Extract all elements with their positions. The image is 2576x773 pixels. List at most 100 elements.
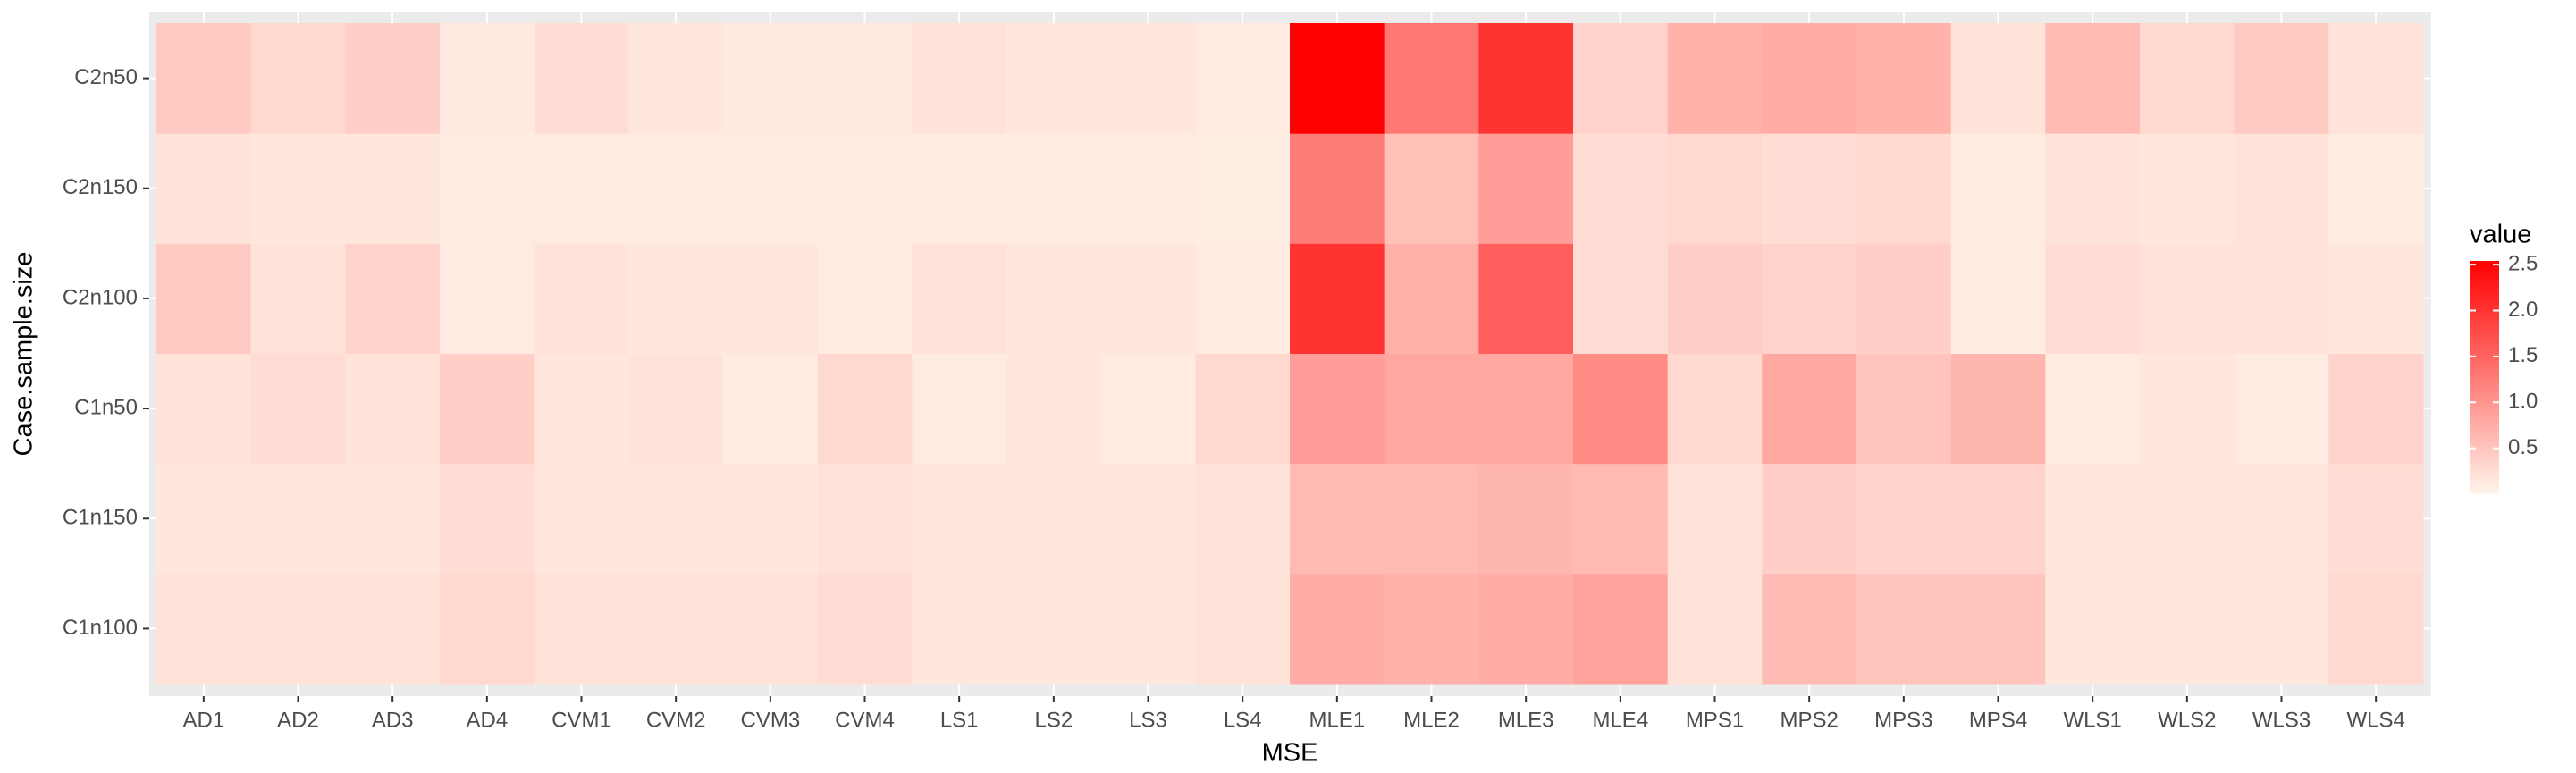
heat-cell [912, 353, 1007, 465]
heat-cell [1573, 463, 1669, 575]
heat-cell [1006, 23, 1102, 134]
heat-cell [2328, 243, 2424, 354]
heat-cell [1195, 573, 1291, 685]
heat-cell [440, 463, 535, 575]
heat-cell [1950, 573, 2046, 685]
y-tick-label: C1n50 [74, 395, 138, 419]
heat-cell [1290, 23, 1385, 134]
heat-cell [817, 573, 913, 685]
heat-cell [1667, 23, 1763, 134]
heat-cell [156, 23, 252, 134]
heat-cell [2140, 353, 2235, 465]
heat-cell [1950, 133, 2046, 244]
x-tick-label: CVM1 [551, 708, 611, 732]
legend-tick-label: 2.0 [2508, 298, 2538, 322]
heat-cell [1667, 353, 1763, 465]
heat-cell [534, 353, 629, 465]
y-tick-label: C1n100 [63, 616, 138, 640]
heat-cell [1100, 353, 1196, 465]
x-tick-label: WLS1 [2063, 708, 2121, 732]
heat-cell [1100, 23, 1196, 134]
heat-cell [345, 573, 441, 685]
heat-cell [156, 463, 252, 575]
heat-cell [1195, 243, 1291, 354]
heat-cell [1290, 463, 1385, 575]
heat-cell [1762, 133, 1857, 244]
x-tick-label: CVM3 [740, 708, 800, 732]
x-tick-label: AD3 [372, 708, 414, 732]
heat-cell [912, 23, 1007, 134]
heat-cell [1006, 463, 1102, 575]
heat-cell [1384, 573, 1479, 685]
x-tick-label: MPS1 [1686, 708, 1744, 732]
x-tick-label: MLE4 [1592, 708, 1648, 732]
heat-cell [1290, 133, 1385, 244]
heat-cell [1950, 23, 2046, 134]
heat-cell [1384, 353, 1479, 465]
y-tick-label: C2n100 [63, 285, 138, 309]
heat-cell [1195, 463, 1291, 575]
x-tick-label: MLE3 [1498, 708, 1554, 732]
heat-cell [1762, 243, 1857, 354]
heat-cell [2045, 573, 2141, 685]
heat-cell [912, 573, 1007, 685]
heat-cell [1100, 463, 1196, 575]
legend-tick-label: 1.5 [2508, 343, 2538, 367]
x-tick-label: AD2 [277, 708, 319, 732]
legend-tick-label: 2.5 [2508, 251, 2538, 275]
colorbar [2470, 261, 2499, 494]
x-tick-label: WLS4 [2346, 708, 2404, 732]
heat-cell [345, 133, 441, 244]
heat-cell [1384, 23, 1479, 134]
heat-cell [250, 23, 346, 134]
x-tick-label: MLE1 [1309, 708, 1365, 732]
heat-cell [440, 353, 535, 465]
heat-cell [1478, 353, 1574, 465]
x-tick-label: MPS3 [1874, 708, 1932, 732]
heat-cell [2140, 133, 2235, 244]
y-axis-title: Case.sample.size [10, 252, 38, 457]
heat-cell [440, 23, 535, 134]
heat-cell [2045, 23, 2141, 134]
heat-cell [1573, 353, 1669, 465]
heat-cell [345, 243, 441, 354]
heat-cell [1950, 243, 2046, 354]
x-tick-label: MLE2 [1403, 708, 1460, 732]
heat-cell [440, 133, 535, 244]
heat-cell [2234, 573, 2329, 685]
heat-cell [1762, 353, 1857, 465]
heat-cell [250, 243, 346, 354]
heat-cell [1762, 463, 1857, 575]
heat-cell [250, 573, 346, 685]
heat-cell [1573, 133, 1669, 244]
heat-cell [534, 573, 629, 685]
heat-cell [1856, 353, 1952, 465]
heat-cell [1478, 463, 1574, 575]
heat-cell [817, 23, 913, 134]
heat-cell [2045, 133, 2141, 244]
heat-cell [1573, 573, 1669, 685]
heat-cell [2328, 133, 2424, 244]
heat-cell [156, 573, 252, 685]
heat-cell [912, 243, 1007, 354]
heat-cell [2234, 353, 2329, 465]
heat-cell [1006, 573, 1102, 685]
heat-cell [345, 353, 441, 465]
heat-cell [817, 243, 913, 354]
x-tick-label: CVM4 [835, 708, 895, 732]
heat-cell [1950, 463, 2046, 575]
heat-cell [156, 353, 252, 465]
x-axis-title: MSE [1262, 739, 1318, 768]
heat-cell [723, 23, 819, 134]
heat-cell [628, 463, 724, 575]
heat-cell [250, 353, 346, 465]
heat-cell [250, 463, 346, 575]
heat-cell [2328, 23, 2424, 134]
heat-cell [156, 133, 252, 244]
x-tick-label: LS1 [940, 708, 979, 732]
heat-cell [723, 353, 819, 465]
legend-title: value [2470, 221, 2531, 249]
heat-cell [1856, 463, 1952, 575]
y-tick-label: C2n150 [63, 175, 138, 199]
